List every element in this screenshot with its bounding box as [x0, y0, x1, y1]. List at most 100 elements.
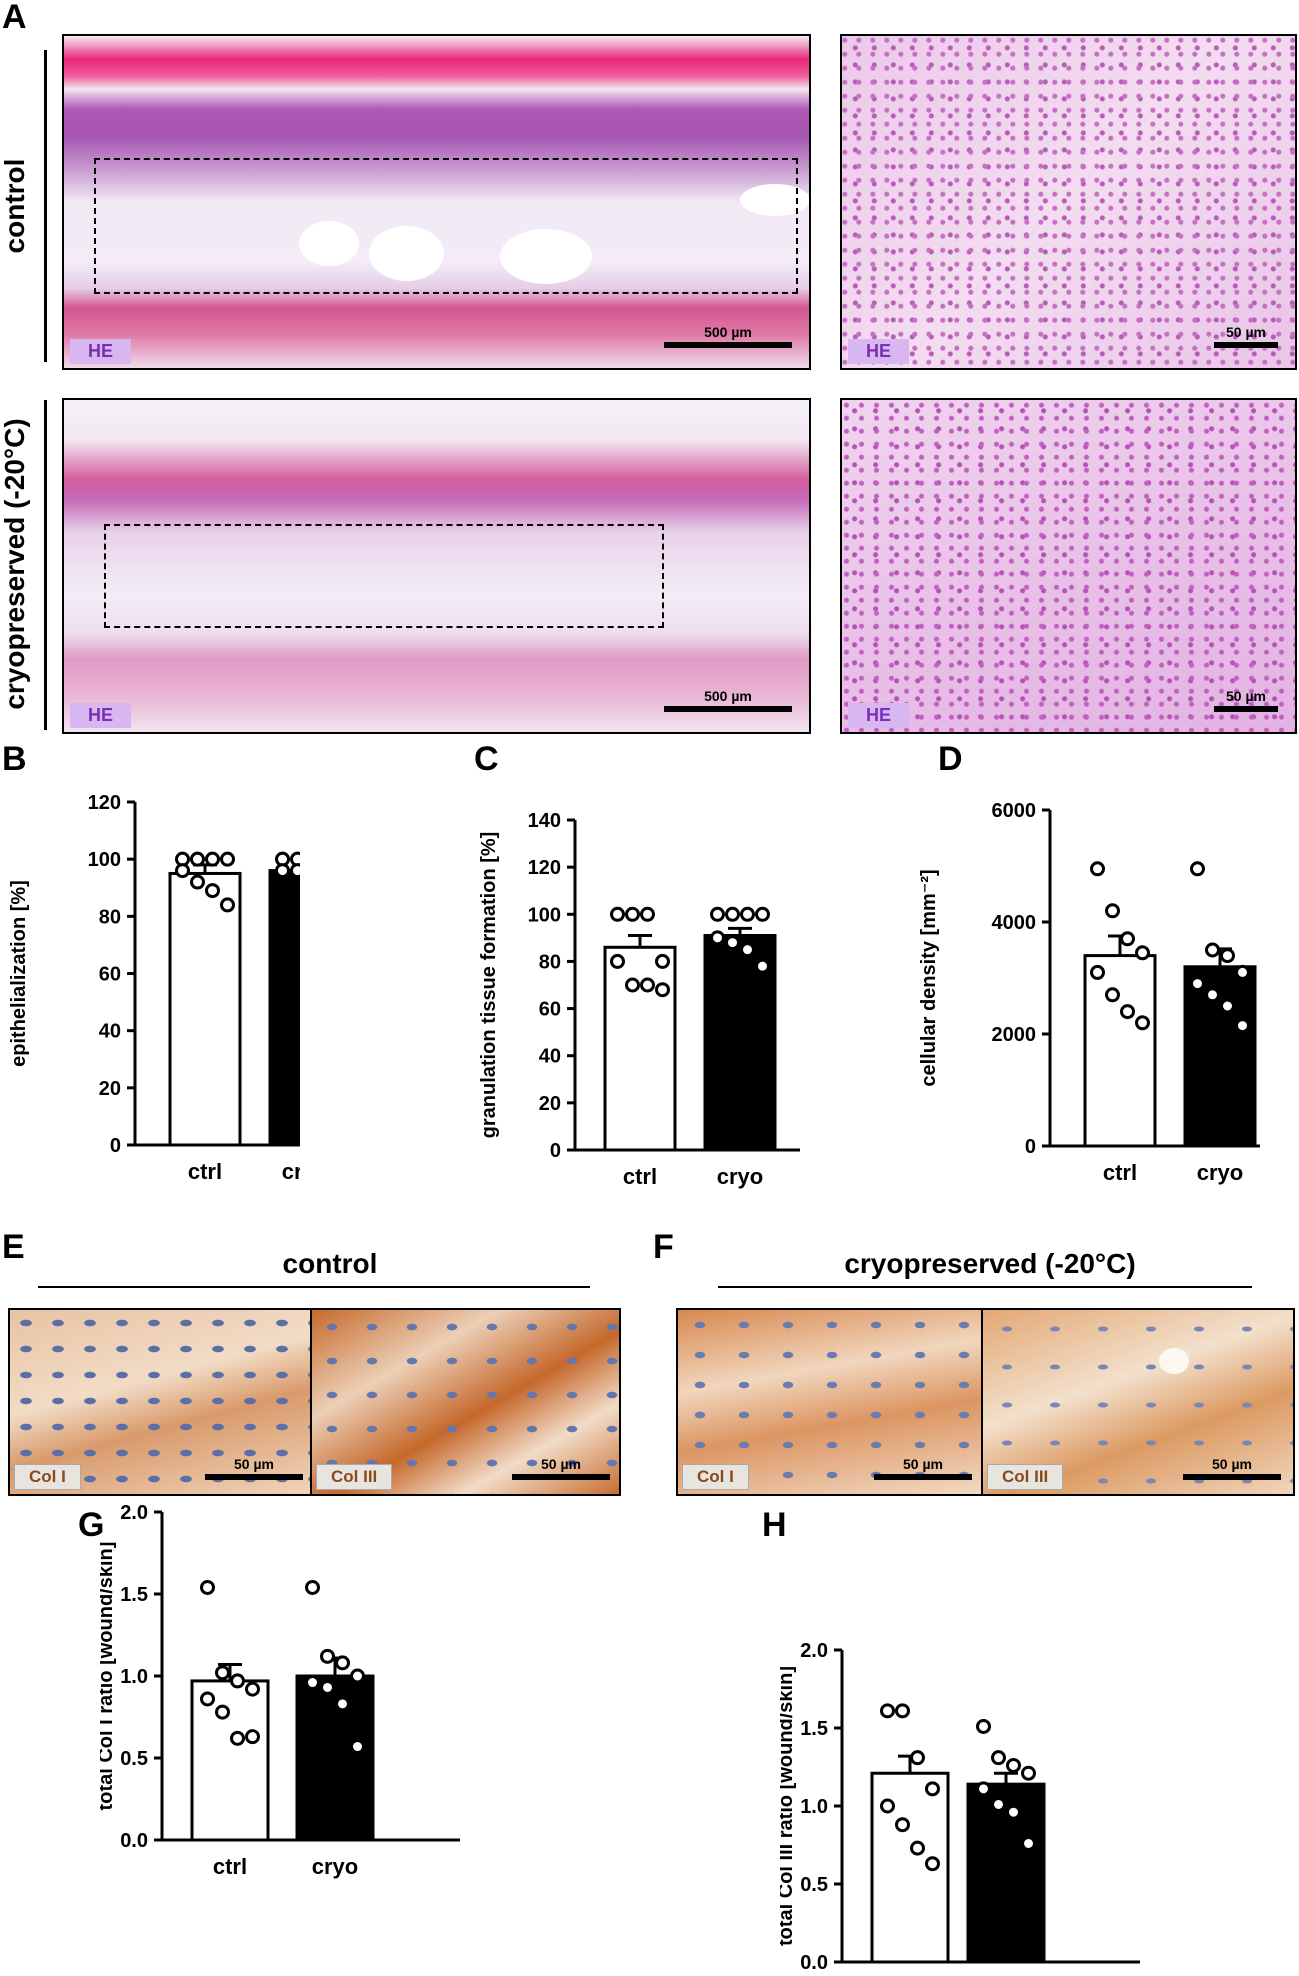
data-point [1235, 1018, 1250, 1034]
y-tick-label: 40 [539, 1046, 561, 1068]
panel-letter-c: C [474, 740, 499, 778]
y-tick-label: 0 [1025, 1136, 1036, 1158]
x-tick-label: cryo [1197, 1160, 1243, 1185]
data-point [1235, 964, 1250, 980]
y-axis-label: total Col III ratio [wound/skin] [780, 1666, 797, 1946]
y-axis-label: epithelialization [%] [8, 880, 30, 1067]
he-control-highmag: HE 50 µm [840, 34, 1297, 370]
bar-cryo [268, 869, 300, 1147]
data-point [1021, 1765, 1036, 1781]
scale-label: 50 µm [541, 1456, 581, 1472]
panel-letter-e: E [2, 1228, 25, 1266]
y-tick-label: 20 [99, 1078, 121, 1100]
data-point [710, 906, 725, 922]
bar-ctrl [1083, 954, 1157, 1148]
data-point [640, 977, 655, 993]
y-axis-label: granulation tissue formation [%] [478, 832, 500, 1139]
y-tick-label: 0.0 [800, 1952, 828, 1970]
x-tick-label: ctrl [623, 1164, 657, 1189]
y-tick-label: 60 [539, 999, 561, 1021]
row-bracket-cryo [44, 400, 47, 730]
bar-ctrl [168, 871, 242, 1147]
chart-granulation: 0 20 40 60 80 100 120 140 granulation tissue for… [478, 810, 800, 1189]
data-point [1105, 987, 1120, 1003]
data-point [1090, 964, 1105, 980]
x-tick-label: cryo [282, 1159, 300, 1184]
stain-tag-he: HE [848, 703, 910, 728]
data-point [1190, 861, 1205, 877]
data-point [1006, 1757, 1021, 1773]
y-tick-label: 80 [99, 906, 121, 928]
data-point [230, 1730, 245, 1746]
y-tick-label: 120 [528, 857, 561, 879]
data-point [1120, 931, 1135, 947]
y-axis-label: total Col I ratio [wound/skin] [100, 1542, 117, 1811]
data-point [175, 863, 190, 879]
data-point [350, 1668, 365, 1684]
data-point [335, 1696, 350, 1712]
data-point [1135, 1015, 1150, 1031]
scale-bar-50: 50 µm [512, 1456, 610, 1480]
data-point [205, 883, 220, 899]
data-point [910, 1840, 925, 1856]
panel-letter-g: G [78, 1506, 105, 1544]
data-point [725, 935, 740, 951]
panel-letter-d: D [938, 740, 963, 778]
data-point [991, 1796, 1006, 1812]
y-tick-label: 0 [550, 1140, 561, 1162]
data-point [290, 863, 300, 879]
y-axis-label: cellular density [mm⁻²] [920, 869, 940, 1086]
panel-letter-f: F [653, 1228, 674, 1266]
scale-label: 50 µm [234, 1456, 274, 1472]
data-point [625, 977, 640, 993]
chart-cellular-density: 0 2000 4000 6000 cellular density [mm⁻²] ctrl… [920, 800, 1260, 1185]
scale-bar-50: 50 µm [874, 1456, 972, 1480]
y-tick-label: 1.5 [800, 1718, 828, 1740]
bar-ctrl [603, 945, 677, 1152]
data-point [910, 1750, 925, 1766]
stain-tag-col3: Col III [316, 1464, 393, 1490]
panel-letter-b: B [2, 740, 27, 778]
data-point [215, 1665, 230, 1681]
scale-label: 50 µm [1226, 324, 1266, 340]
data-point [640, 906, 655, 922]
stain-tag-he: HE [848, 339, 910, 364]
scale-label: 500 µm [704, 688, 752, 704]
y-tick-label: 2.0 [120, 1502, 148, 1524]
data-point [655, 953, 670, 969]
stain-tag-col1: Col I [14, 1464, 81, 1490]
region-box-cryo [104, 524, 664, 628]
y-tick-label: 80 [539, 951, 561, 973]
scale-bar-50: 50 µm [205, 1456, 303, 1480]
y-tick-label: 2.0 [800, 1640, 828, 1662]
chart-col1-ratio: 0.0 0.5 1.0 1.5 2.0 total Col I ratio [wound/… [100, 1502, 460, 1879]
y-tick-label: 2000 [992, 1024, 1037, 1046]
data-point [305, 1579, 320, 1595]
data-point [740, 906, 755, 922]
data-point [200, 1691, 215, 1707]
bar-cryo [966, 1782, 1046, 1964]
data-point [320, 1648, 335, 1664]
data-point [895, 1817, 910, 1833]
scale-label: 50 µm [903, 1456, 943, 1472]
x-tick-label: cryo [312, 1854, 358, 1879]
y-tick-label: 1.0 [800, 1796, 828, 1818]
title-cryo: cryopreserved (-20°C) [844, 1248, 1136, 1279]
scale-bar-50: 50 µm [1214, 324, 1278, 348]
data-point [880, 1798, 895, 1814]
scale-label: 50 µm [1226, 688, 1266, 704]
he-control-lowmag: HE 500 µm [62, 34, 811, 370]
data-point [1105, 903, 1120, 919]
data-point [220, 851, 235, 867]
x-tick-label: ctrl [213, 1854, 247, 1879]
y-tick-label: 120 [88, 792, 121, 814]
scale-label: 50 µm [1212, 1456, 1252, 1472]
data-point [710, 930, 725, 946]
data-point [335, 1655, 350, 1671]
data-point [245, 1729, 260, 1745]
data-point [755, 958, 770, 974]
bar-cryo [295, 1674, 375, 1842]
data-point [320, 1679, 335, 1695]
y-tick-label: 4000 [992, 912, 1037, 934]
data-point [1135, 945, 1150, 961]
